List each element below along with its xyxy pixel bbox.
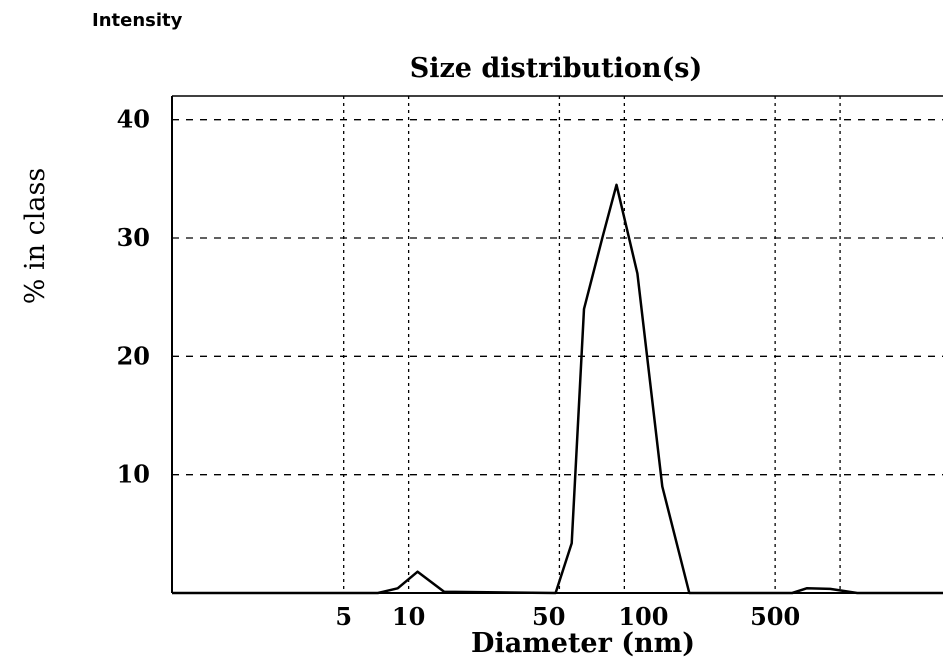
x-tick-label-10: 10 <box>392 602 425 631</box>
x-tick-labels: 5 10 50 100 500 <box>335 602 800 631</box>
grid <box>172 96 943 593</box>
x-tick-label-100: 100 <box>618 602 668 631</box>
x-tick-label-5: 5 <box>335 602 352 631</box>
chart-title: Size distribution(s) <box>410 53 703 84</box>
y-tick-labels: 10 20 30 40 <box>117 105 150 489</box>
y-tick-label-30: 30 <box>117 223 150 252</box>
intensity-label: Intensity <box>92 10 183 31</box>
series-line <box>172 183 943 595</box>
x-axis-label: Diameter (nm) <box>471 628 695 658</box>
y-tick-label-10: 10 <box>117 460 150 489</box>
x-tick-label-50: 50 <box>532 602 565 631</box>
x-tick-label-500: 500 <box>750 602 800 631</box>
y-tick-label-40: 40 <box>117 105 150 134</box>
y-tick-label-20: 20 <box>117 341 150 370</box>
y-axis-label: % in class <box>20 168 51 304</box>
